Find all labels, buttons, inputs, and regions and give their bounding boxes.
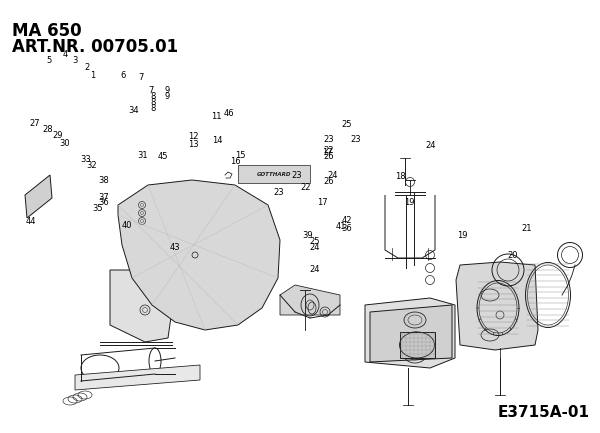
Text: 19: 19	[457, 231, 467, 239]
Text: 16: 16	[230, 157, 241, 165]
Text: 1: 1	[91, 71, 95, 80]
Text: 5: 5	[47, 56, 52, 65]
Text: 43: 43	[170, 243, 181, 252]
Text: 37: 37	[98, 193, 109, 201]
Text: 4: 4	[62, 50, 67, 58]
Text: 36: 36	[98, 198, 109, 207]
Text: 22: 22	[323, 146, 334, 155]
Text: 7: 7	[139, 73, 143, 81]
Polygon shape	[75, 365, 200, 390]
Text: 30: 30	[59, 139, 70, 148]
Text: 19: 19	[404, 198, 415, 207]
Text: 36: 36	[341, 224, 352, 233]
Text: 34: 34	[128, 106, 139, 115]
Text: 26: 26	[323, 152, 334, 161]
Text: 17: 17	[322, 148, 332, 157]
Text: 25: 25	[341, 120, 352, 129]
Bar	[238, 165, 310, 183]
Text: 21: 21	[521, 224, 532, 233]
Text: 7: 7	[149, 87, 154, 95]
Text: GOTTHARD: GOTTHARD	[257, 171, 291, 177]
Text: 3: 3	[73, 56, 77, 65]
Polygon shape	[456, 262, 538, 350]
Text: 23: 23	[323, 135, 334, 144]
Text: 23: 23	[274, 188, 284, 197]
Text: 8: 8	[151, 104, 155, 113]
Text: ART.NR. 00705.01: ART.NR. 00705.01	[12, 38, 178, 56]
Text: 28: 28	[43, 125, 53, 133]
Text: 9: 9	[164, 93, 169, 101]
Polygon shape	[280, 285, 340, 315]
Text: MA 650: MA 650	[12, 22, 82, 40]
Text: 24: 24	[425, 141, 436, 149]
Text: 31: 31	[137, 151, 148, 159]
Text: 2: 2	[85, 63, 89, 71]
Text: 24: 24	[310, 243, 320, 252]
Text: 41: 41	[335, 222, 346, 230]
Text: 27: 27	[29, 119, 40, 128]
Text: 11: 11	[211, 112, 221, 120]
Text: 35: 35	[92, 204, 103, 213]
Polygon shape	[400, 332, 435, 358]
Text: 8: 8	[151, 98, 155, 107]
Text: 33: 33	[80, 155, 91, 164]
Text: 24: 24	[310, 265, 320, 274]
Text: 9: 9	[164, 87, 169, 95]
Text: 29: 29	[52, 131, 63, 139]
Text: 8: 8	[151, 93, 155, 101]
Text: E3715A-01: E3715A-01	[498, 405, 590, 420]
Text: 17: 17	[317, 198, 328, 207]
Text: 40: 40	[122, 221, 133, 229]
Text: 22: 22	[301, 183, 311, 191]
Text: 25: 25	[310, 237, 320, 246]
Text: 13: 13	[188, 140, 199, 149]
Text: 46: 46	[224, 109, 235, 118]
Text: 44: 44	[26, 217, 37, 226]
Text: 39: 39	[302, 232, 313, 240]
Polygon shape	[25, 175, 52, 218]
Text: 23: 23	[350, 135, 361, 144]
Polygon shape	[110, 270, 172, 342]
Text: 26: 26	[323, 178, 334, 186]
Polygon shape	[118, 180, 280, 330]
Text: 15: 15	[235, 152, 245, 160]
Text: 23: 23	[292, 171, 302, 180]
Text: 24: 24	[328, 171, 338, 180]
Text: 14: 14	[212, 136, 223, 145]
Text: 42: 42	[341, 216, 352, 225]
Text: 38: 38	[98, 177, 109, 185]
Text: 18: 18	[395, 172, 406, 181]
Polygon shape	[365, 298, 455, 368]
Polygon shape	[370, 305, 452, 362]
Text: 32: 32	[86, 161, 97, 170]
Text: 20: 20	[508, 251, 518, 260]
Text: 45: 45	[158, 152, 169, 161]
Text: 6: 6	[121, 71, 125, 80]
Text: 12: 12	[188, 132, 199, 141]
